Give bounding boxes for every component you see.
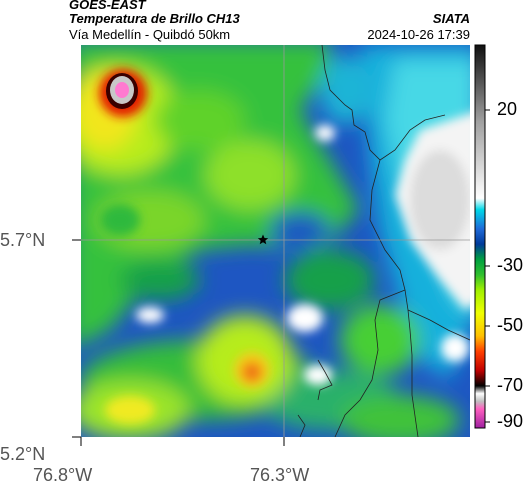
border-line	[321, 45, 419, 437]
cold-cloud-top	[99, 69, 147, 117]
star-marker	[257, 234, 269, 245]
colorbar-tick-minus-30: -30	[497, 255, 524, 275]
colorbar	[474, 44, 490, 429]
colorbar-tick-minus-90: -90	[497, 411, 524, 431]
satellite-imagery	[81, 45, 470, 437]
product-title: Temperatura de Brillo CH13	[69, 11, 240, 26]
lat-label-5-2: 5.2°N	[0, 444, 46, 464]
lon-label-76-3: 76.3°W	[250, 465, 310, 485]
colorbar-tick-20: 20	[497, 99, 518, 119]
timestamp-label: 2024-10-26 17:39	[367, 27, 470, 42]
satellite-title: GOES-EAST	[69, 0, 146, 12]
route-subtitle: Vía Medellín - Quibdó 50km	[69, 27, 231, 42]
lat-label-5-7: 5.7°N	[0, 230, 46, 250]
lon-label-76-8: 76.8°W	[33, 465, 93, 485]
colorbar-tick-minus-50: -50	[497, 315, 524, 335]
colorbar-tick-minus-70: -70	[497, 375, 524, 395]
source-label: SIATA	[432, 11, 470, 26]
